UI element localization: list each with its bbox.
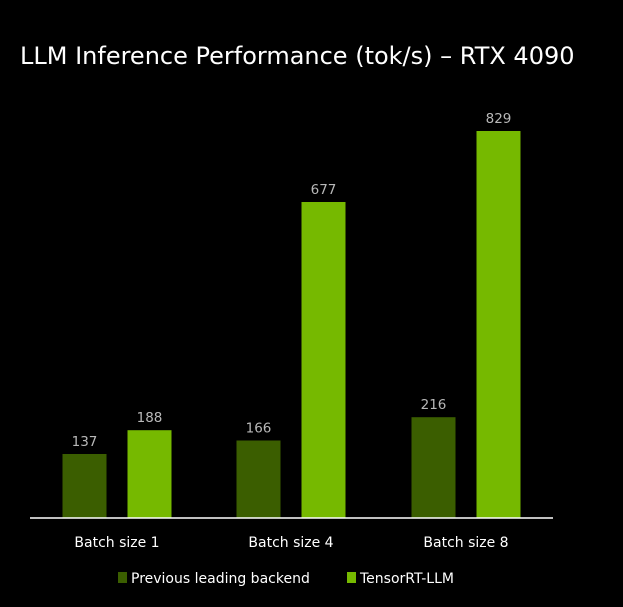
value-label-tensorrt-1: 188 (137, 410, 163, 426)
value-label-tensorrt-3: 829 (486, 111, 512, 127)
category-label-3: Batch size 8 (423, 535, 508, 551)
value-label-tensorrt-2: 677 (311, 182, 337, 198)
legend-label-previous: Previous leading backend (131, 571, 310, 587)
bars-group (62, 131, 521, 518)
value-label-previous-2: 166 (246, 421, 272, 437)
bar-tensorrt-3 (476, 131, 521, 518)
legend-swatch-previous (118, 572, 127, 583)
value-label-previous-3: 216 (421, 397, 447, 413)
value-labels-group: 137 188 166 677 216 829 (72, 111, 512, 450)
bar-previous-3 (411, 417, 456, 518)
category-label-2: Batch size 4 (248, 535, 333, 551)
value-label-previous-1: 137 (72, 434, 98, 450)
legend: Previous leading backend TensorRT-LLM (118, 571, 454, 587)
category-label-1: Batch size 1 (74, 535, 159, 551)
category-labels-group: Batch size 1 Batch size 4 Batch size 8 (74, 535, 508, 551)
bar-previous-1 (62, 454, 107, 518)
legend-label-tensorrt: TensorRT-LLM (359, 571, 454, 587)
legend-swatch-tensorrt (347, 572, 356, 583)
chart-title: LLM Inference Performance (tok/s) – RTX … (20, 42, 575, 70)
bar-tensorrt-2 (301, 202, 346, 518)
bar-previous-2 (236, 440, 281, 518)
bar-tensorrt-1 (127, 430, 172, 518)
